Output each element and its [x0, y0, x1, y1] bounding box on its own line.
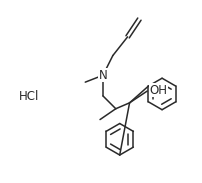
- Text: HCl: HCl: [19, 90, 39, 103]
- Text: OH: OH: [148, 83, 166, 96]
- Text: N: N: [98, 69, 107, 82]
